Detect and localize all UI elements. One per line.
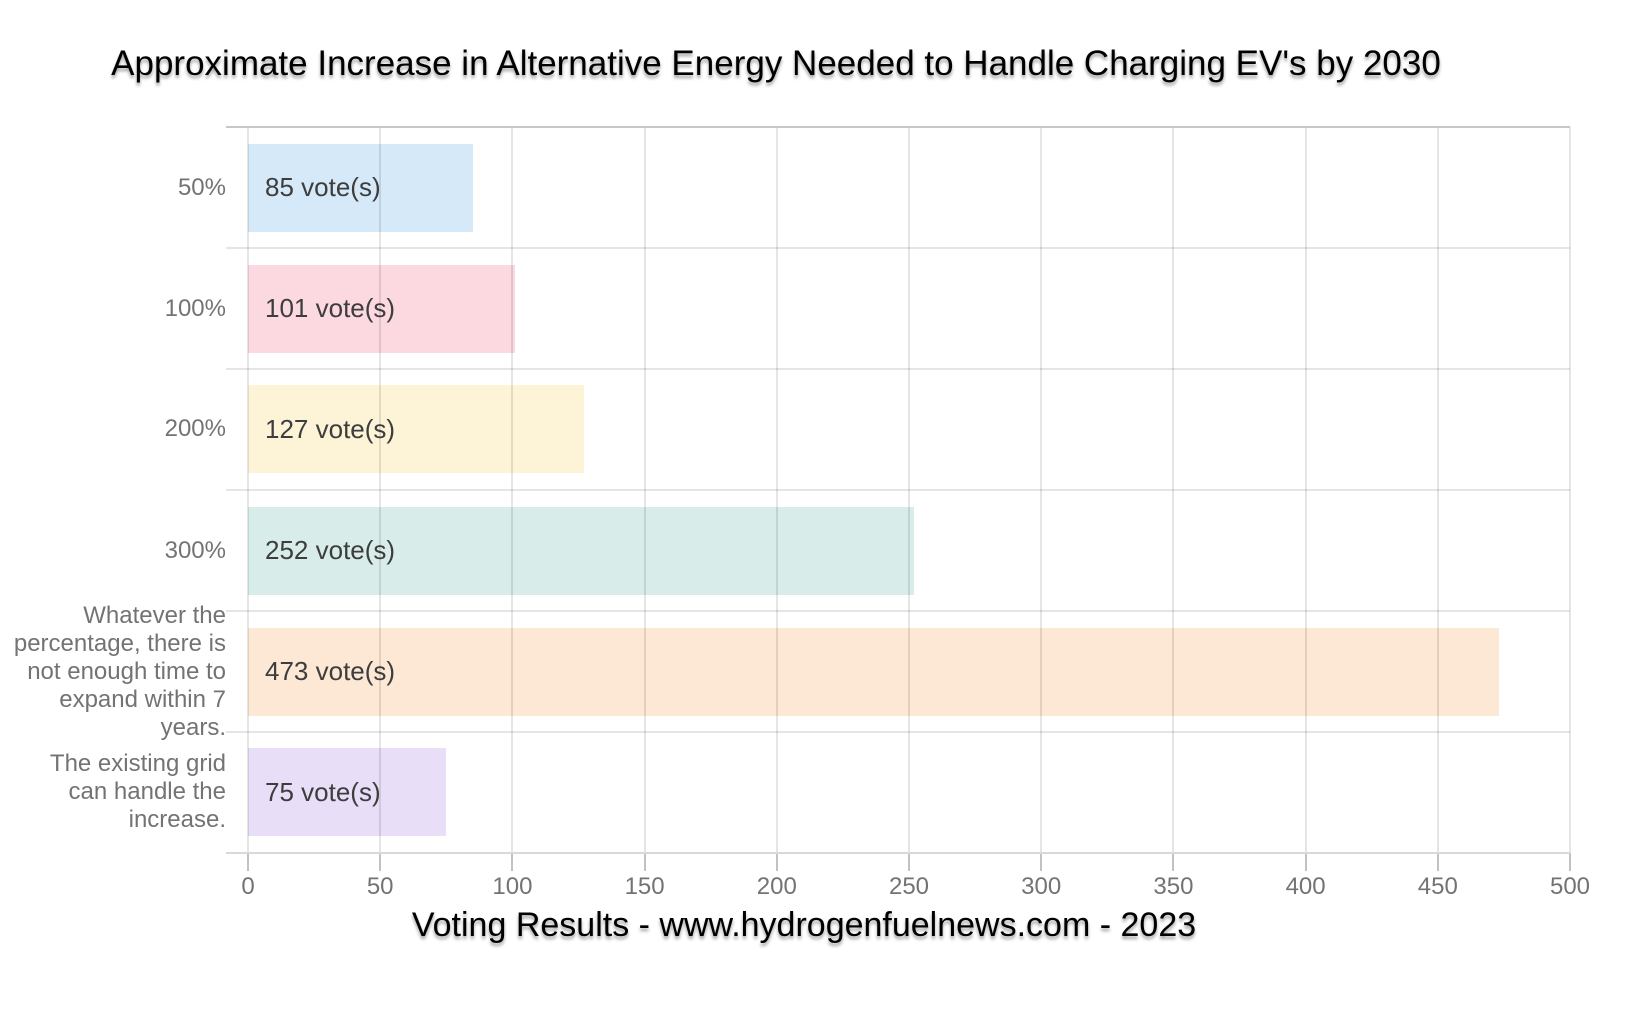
x-tick-label: 100 [492,873,533,900]
bar-value-label: 101 vote(s) [265,293,396,323]
x-tick-label: 350 [1153,873,1194,900]
row-gridline [226,247,1570,249]
x-axis-line [226,852,1570,854]
x-tick-mark [379,853,382,871]
row-gridline [226,368,1570,370]
x-gridline [908,127,910,853]
category-label-50pct: 50% [177,173,226,201]
bar-300pct: 252 vote(s) [248,506,915,595]
x-tick-mark [247,853,249,871]
bar-row: 252 vote(s) [248,490,1570,611]
x-tick-mark [1436,853,1439,871]
bar-existing-grid: 75 vote(s) [248,748,447,837]
bar-row: 85 vote(s) [248,127,1570,248]
x-tick-mark [511,853,514,871]
bar-value-label: 75 vote(s) [265,776,381,807]
bar-row: 127 vote(s) [248,369,1570,490]
category-label-existing-grid: The existing grid can handle the increas… [49,750,226,834]
x-gridline [775,127,778,853]
row-gridline [226,489,1570,491]
category-label-not-enough-time: Whatever the percentage, there is not en… [13,601,226,741]
x-gridline [1436,127,1439,853]
x-gridline [379,127,382,853]
x-tick-mark [775,853,778,871]
x-tick-mark [908,853,910,871]
x-tick-mark [1304,853,1307,871]
bar-50pct: 85 vote(s) [248,143,473,232]
x-gridline [1569,127,1571,853]
x-tick-label: 400 [1285,873,1326,900]
x-tick-label: 450 [1417,873,1458,900]
x-tick-label: 300 [1021,873,1062,900]
bar-row: 75 vote(s) [248,732,1570,853]
y-axis-category-labels: 50% 100% 200% 300% Whatever the percenta… [0,127,226,853]
x-tick-label: 250 [888,873,930,900]
row-gridline [226,610,1570,612]
chart-caption: Voting Results - www.hydrogenfuelnews.co… [411,906,1197,944]
x-tick-mark [643,853,646,871]
bar-row: 473 vote(s) [248,611,1570,732]
category-label-100pct: 100% [164,294,226,322]
x-tick-mark [1172,853,1175,871]
chart-title: Approximate Increase in Alternative Ener… [111,44,1441,83]
x-tick-mark [1040,853,1043,871]
bar-value-label: 85 vote(s) [265,172,381,202]
bar-value-label: 252 vote(s) [265,535,396,565]
x-tick-label: 150 [624,873,665,900]
bar-value-label: 127 vote(s) [265,413,396,444]
x-tick-label: 200 [756,873,797,900]
bar-200pct: 127 vote(s) [248,385,584,474]
bar-value-label: 473 vote(s) [265,656,396,686]
bar-row: 101 vote(s) [248,248,1570,369]
bar-not-enough-time: 473 vote(s) [248,627,1499,716]
x-tick-label: 500 [1549,873,1591,900]
plot-area: 85 vote(s) 101 vote(s) 127 vote(s) 252 v… [226,126,1590,899]
plot-top-border [226,126,1570,128]
x-gridline [643,127,646,853]
x-gridline [1304,127,1307,853]
bar-rows: 85 vote(s) 101 vote(s) 127 vote(s) 252 v… [248,127,1570,853]
x-tick-label: 0 [241,873,255,900]
x-gridline [1040,127,1043,853]
x-gridline [1172,127,1175,853]
row-gridline [226,731,1570,733]
x-gridline [511,127,514,853]
bar-100pct: 101 vote(s) [248,264,516,353]
x-tick-label: 50 [366,873,394,900]
x-tick-mark [1569,853,1571,871]
category-label-200pct: 200% [164,415,226,443]
x-gridline [247,127,249,853]
category-label-300pct: 300% [164,536,226,564]
